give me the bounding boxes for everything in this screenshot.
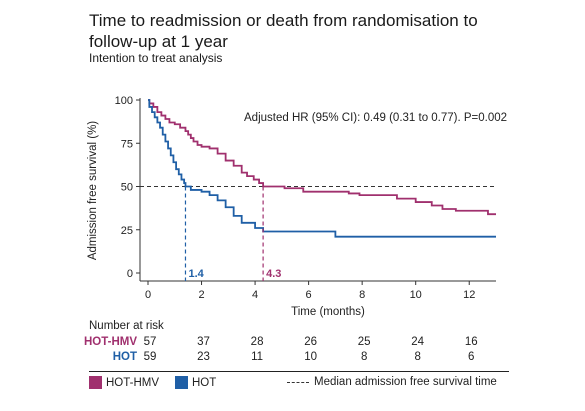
at-risk-value: 28 (251, 336, 264, 348)
legend-item-median: Median admission free survival time (287, 376, 497, 388)
x-tick-label: 2 (198, 289, 204, 301)
x-tick-label: 8 (359, 289, 365, 301)
median-label-hot-hmv: 4.3 (266, 268, 281, 280)
at-risk-label-hot-hmv: HOT-HMV (84, 336, 137, 348)
x-axis-label: Time (months) (291, 306, 365, 318)
y-tick-label: 100 (115, 95, 133, 107)
at-risk-value: 26 (304, 336, 317, 348)
at-risk-title: Number at risk (89, 320, 164, 332)
at-risk-value: 11 (251, 351, 263, 363)
legend-swatch-hot-hmv (89, 376, 102, 389)
y-tick-label: 25 (121, 225, 133, 237)
legend-swatch-median (287, 381, 309, 383)
hr-annotation: Adjusted HR (95% CI): 0.49 (0.31 to 0.77… (244, 112, 507, 124)
at-risk-value: 37 (197, 336, 210, 348)
x-tick-label: 0 (145, 289, 151, 301)
curve-hot (148, 99, 496, 238)
legend-label-hot-hmv: HOT-HMV (106, 376, 160, 389)
x-tick-label: 10 (410, 289, 422, 301)
legend-swatch-hot (175, 376, 188, 389)
at-risk-value: 57 (144, 336, 157, 348)
chart-title: Time to readmission or death from random… (89, 11, 478, 51)
x-tick-label: 12 (463, 289, 475, 301)
at-risk-value: 6 (468, 351, 474, 363)
legend-label-hot: HOT (192, 376, 217, 389)
y-axis-label: Admission free survival (%) (87, 121, 99, 260)
y-tick-label: 50 (121, 182, 133, 194)
y-tick-label: 0 (127, 268, 133, 280)
legend-item-hot-hmv: HOT-HMV (89, 376, 159, 389)
at-risk-value: 16 (465, 336, 478, 348)
at-risk-value: 59 (144, 351, 157, 363)
y-tick-label: 75 (121, 138, 133, 150)
at-risk-value: 8 (361, 351, 367, 363)
chart-subtitle: Intention to treat analysis (89, 51, 223, 65)
at-risk-value: 24 (411, 336, 424, 348)
at-risk-value: 10 (304, 351, 317, 363)
median-label-hot: 1.4 (188, 268, 204, 280)
legend: HOT-HMV HOT Median admission free surviv… (89, 371, 509, 395)
at-risk-value: 23 (197, 351, 210, 363)
at-risk-value: 8 (414, 351, 420, 363)
x-tick-label: 4 (252, 289, 258, 301)
x-tick-label: 6 (306, 289, 312, 301)
curve-hot-hmv (148, 99, 496, 216)
at-risk-label-hot: HOT (113, 351, 137, 363)
legend-label-median: Median admission free survival time (314, 376, 497, 388)
legend-divider (89, 371, 509, 372)
at-risk-value: 25 (358, 336, 371, 348)
legend-item-hot: HOT (175, 376, 216, 389)
